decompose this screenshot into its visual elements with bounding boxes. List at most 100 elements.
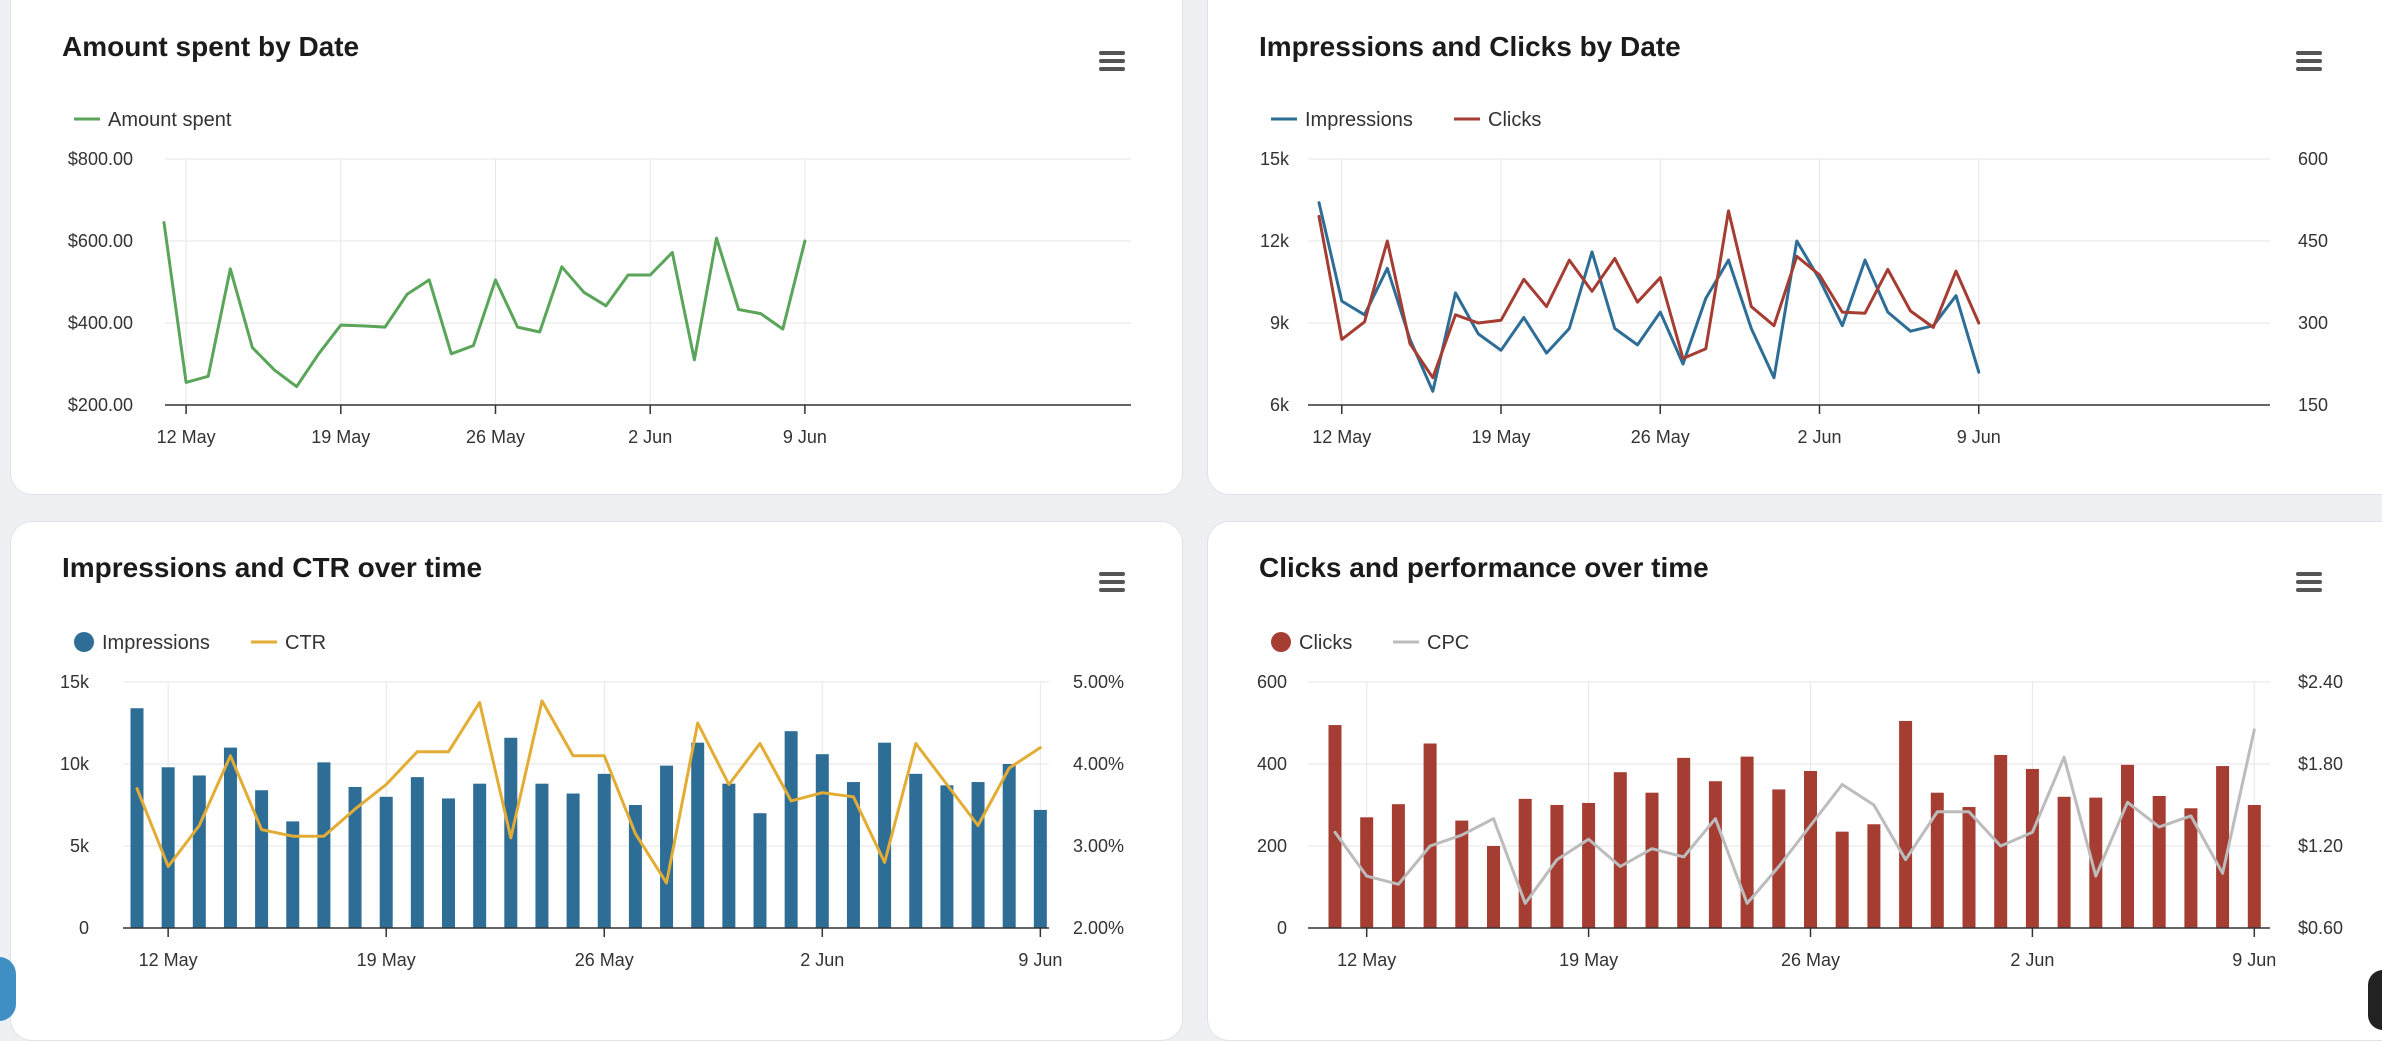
x-axis-label: 9 Jun	[783, 427, 827, 447]
y-axis-label-left: $200.00	[68, 395, 133, 415]
bar	[566, 793, 580, 928]
bar	[1360, 817, 1374, 928]
legend-swatch-dot	[1271, 632, 1291, 652]
x-axis-label: 9 Jun	[1957, 427, 2001, 447]
bar	[1772, 789, 1786, 928]
bar	[473, 783, 487, 928]
bar	[1455, 820, 1469, 928]
chat-launcher-button[interactable]	[2368, 970, 2382, 1030]
amount-spent-chart: Amount spent $200.00 $400.00 $600.00 $800.00…	[68, 109, 1131, 447]
impressions-clicks-chart: Impressions Clicks 6k 9k 12k 15k 150 300 450 600 1…	[1260, 109, 2328, 447]
y-axis-label-left: 400	[1257, 754, 1287, 774]
x-axis-label: 19 May	[311, 427, 370, 447]
y-axis-label-right: $2.40	[2298, 672, 2343, 692]
legend-label: Clicks	[1488, 109, 1541, 131]
y-axis-label-left: 0	[79, 918, 89, 938]
bar	[1930, 792, 1944, 928]
bar	[1550, 805, 1564, 928]
chart-title: Impressions and Clicks by Date	[1259, 31, 1681, 62]
bar	[1582, 802, 1596, 928]
bar	[2152, 795, 2166, 928]
y-axis-label-right: 5.00%	[1073, 672, 1124, 692]
clicks-cpc-chart: Clicks CPC 0 200 400 600 $0.60 $1.20 $1.80 $2.40 1…	[1257, 632, 2343, 970]
bar	[722, 783, 736, 928]
x-axis-label: 12 May	[157, 427, 216, 447]
impressions-ctr-chart: Impressions CTR 0 5k 10k 15k 2.00% 3.00% 4.00% 5.…	[60, 632, 1124, 970]
bar	[1518, 798, 1532, 928]
x-axis-label: 19 May	[1471, 427, 1530, 447]
bar	[348, 786, 362, 928]
bar	[255, 790, 269, 928]
x-axis-label: 26 May	[1781, 950, 1840, 970]
y-axis-label-left: $400.00	[68, 313, 133, 333]
bar	[2089, 797, 2103, 928]
bar	[130, 708, 144, 928]
bar	[1645, 792, 1659, 928]
legend-label: CTR	[285, 632, 326, 654]
bar	[379, 796, 393, 928]
y-axis-label-left: $600.00	[68, 231, 133, 251]
bar	[223, 747, 237, 928]
bar	[846, 782, 860, 928]
x-axis-label: 2 Jun	[800, 950, 844, 970]
bar	[1328, 725, 1342, 928]
bar	[1962, 807, 1976, 928]
x-axis-label: 9 Jun	[2232, 950, 2276, 970]
chart-title: Impressions and CTR over time	[62, 552, 483, 583]
bar	[1677, 757, 1691, 928]
y-axis-label-left: 5k	[70, 836, 90, 856]
x-axis-label: 9 Jun	[1018, 950, 1062, 970]
x-axis-label: 19 May	[1559, 950, 1618, 970]
y-axis-label-left: 12k	[1260, 231, 1290, 251]
hamburger-menu-icon[interactable]	[1099, 51, 1125, 71]
bar	[1835, 831, 1849, 928]
y-axis-label-left: 0	[1277, 918, 1287, 938]
x-axis-label: 2 Jun	[2010, 950, 2054, 970]
legend-label: Impressions	[102, 632, 210, 654]
bar	[1804, 770, 1817, 928]
bar	[161, 767, 175, 928]
x-axis-label: 19 May	[357, 950, 416, 970]
bar	[1002, 764, 1016, 928]
series-line-clicks	[1317, 209, 1981, 380]
series-line-impressions	[1317, 201, 1981, 393]
bar	[2247, 805, 2261, 928]
legend-label: CPC	[1427, 632, 1469, 654]
bar	[2216, 766, 2230, 928]
bar	[1391, 804, 1405, 928]
bar	[940, 785, 954, 928]
bar	[286, 821, 300, 928]
chart-title: Amount spent by Date	[62, 31, 360, 62]
bar	[691, 742, 705, 928]
y-axis-label-right: 4.00%	[1073, 754, 1124, 774]
legend-swatch-dot	[74, 632, 94, 652]
bar	[2184, 808, 2198, 928]
bar	[1899, 720, 1913, 928]
x-axis-label: 26 May	[466, 427, 525, 447]
series-line-amount-spent	[162, 221, 807, 389]
panel-amount-spent: Amount spent by Date Amount spent $200.00…	[10, 0, 1183, 495]
x-axis-label: 2 Jun	[1797, 427, 1841, 447]
y-axis-label-right: $1.80	[2298, 754, 2343, 774]
y-axis-label-left: 200	[1257, 836, 1287, 856]
bar	[2025, 768, 2039, 928]
bar	[192, 775, 206, 928]
bar	[1867, 824, 1881, 928]
hamburger-menu-icon[interactable]	[1099, 572, 1125, 592]
hamburger-menu-icon[interactable]	[2296, 572, 2322, 592]
y-axis-label-right: 300	[2298, 313, 2328, 333]
bar	[1994, 754, 2008, 928]
x-axis-label: 2 Jun	[628, 427, 672, 447]
panel-impressions-clicks: Impressions and Clicks by Date Impressio…	[1207, 0, 2382, 495]
bar	[1613, 772, 1627, 928]
help-launcher-button[interactable]	[0, 957, 16, 1021]
bar	[753, 813, 767, 928]
y-axis-label-right: 450	[2298, 231, 2328, 251]
y-axis-label-right: $1.20	[2298, 836, 2343, 856]
bar	[1487, 846, 1500, 928]
bar	[597, 773, 611, 928]
bar	[1708, 781, 1722, 928]
hamburger-menu-icon[interactable]	[2296, 51, 2322, 71]
y-axis-label-right: 2.00%	[1073, 918, 1124, 938]
bar	[2121, 764, 2134, 928]
